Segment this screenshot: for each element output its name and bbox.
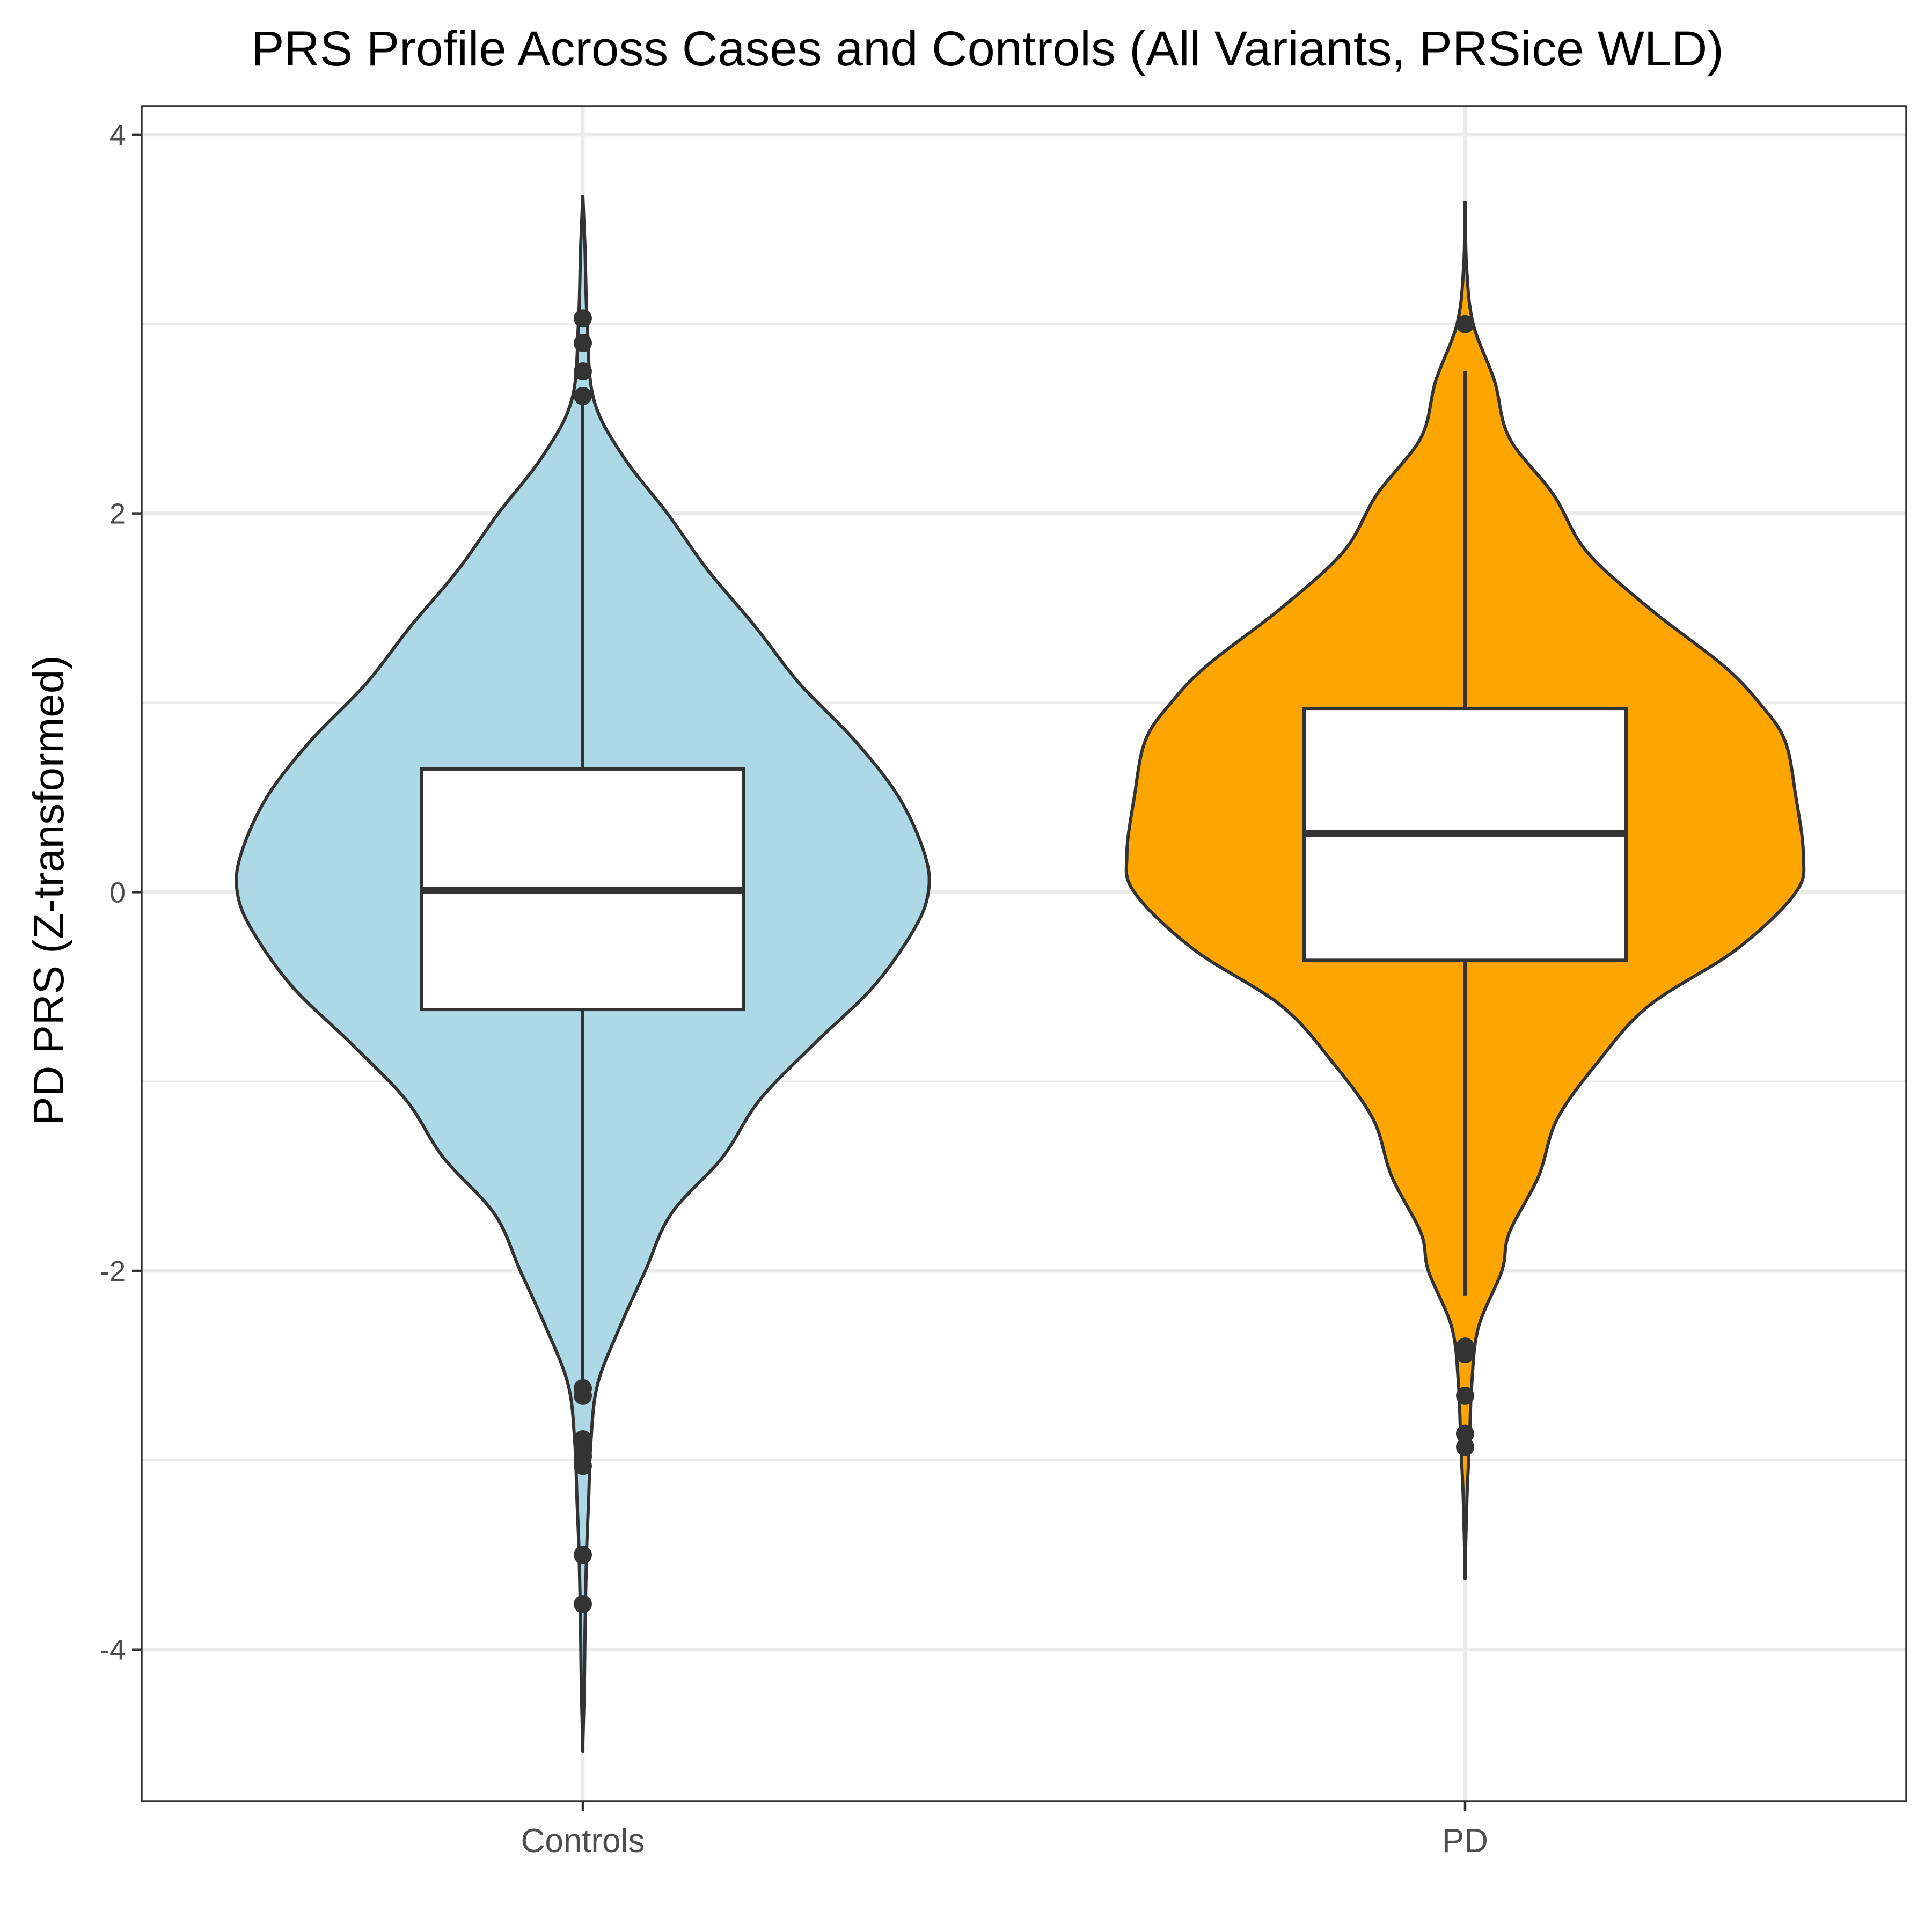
outlier-point-controls (574, 1386, 592, 1405)
outlier-point-pd (1456, 1345, 1474, 1364)
x-tick-label-controls: Controls (521, 1823, 645, 1860)
plot-panel (141, 105, 1907, 1802)
outlier-point-controls (574, 386, 592, 405)
y-tick-label: 0 (109, 876, 126, 909)
chart-title: PRS Profile Across Cases and Controls (A… (251, 21, 1724, 76)
y-tick-label: -4 (100, 1634, 126, 1666)
outlier-point-pd (1456, 1438, 1474, 1457)
x-tick-label-pd: PD (1442, 1823, 1488, 1860)
outlier-point-controls (574, 362, 592, 380)
outlier-point-controls (574, 309, 592, 328)
outlier-points (574, 309, 1474, 1614)
outlier-point-controls (574, 334, 592, 353)
outlier-point-pd (1456, 1386, 1474, 1405)
y-tick-label: 4 (109, 119, 126, 151)
y-tick-label: 2 (109, 498, 126, 530)
outlier-point-controls (574, 1595, 592, 1614)
y-axis-title: PD PRS (Z-transformed) (25, 655, 72, 1125)
boxplots (420, 371, 1628, 1385)
outlier-point-controls (574, 1457, 592, 1475)
outlier-point-pd (1456, 314, 1474, 333)
y-tick-label: -2 (100, 1255, 126, 1287)
x-axis: Controls PD (521, 1801, 1488, 1860)
y-axis: -4 -2 0 2 4 (100, 119, 142, 1666)
panel-border (141, 105, 1907, 1802)
outlier-point-controls (574, 1546, 592, 1564)
outlier-point-pd (1456, 1424, 1474, 1443)
